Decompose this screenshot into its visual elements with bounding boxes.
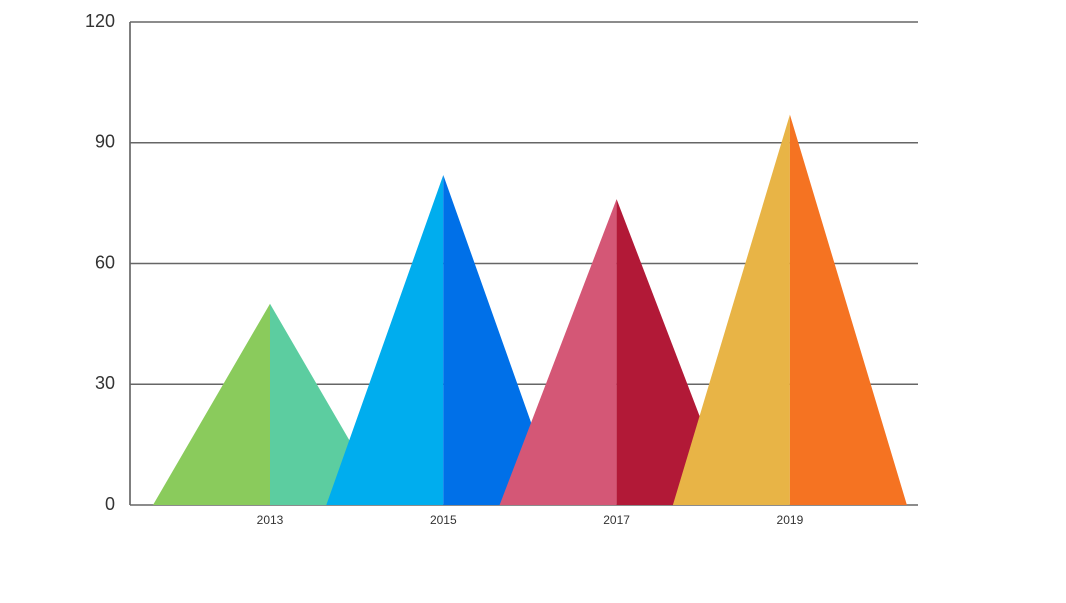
pyramid-left bbox=[153, 303, 270, 505]
y-tick-label: 30 bbox=[95, 373, 115, 393]
y-tick-label: 60 bbox=[95, 252, 115, 272]
y-tick-label: 0 bbox=[105, 494, 115, 514]
x-tick-label: 2019 bbox=[777, 513, 804, 527]
pyramid-right bbox=[443, 174, 561, 505]
y-tick-label: 90 bbox=[95, 132, 115, 152]
pyramid-left bbox=[672, 114, 790, 505]
pyramid-right bbox=[789, 114, 907, 505]
x-tick-label: 2015 bbox=[430, 513, 457, 527]
x-tick-label: 2013 bbox=[257, 513, 284, 527]
x-tick-label: 2017 bbox=[603, 513, 630, 527]
y-tick-label: 120 bbox=[85, 11, 115, 31]
pyramid-left bbox=[326, 174, 444, 505]
pyramid-right bbox=[616, 199, 734, 505]
pyramid-left bbox=[499, 199, 617, 505]
